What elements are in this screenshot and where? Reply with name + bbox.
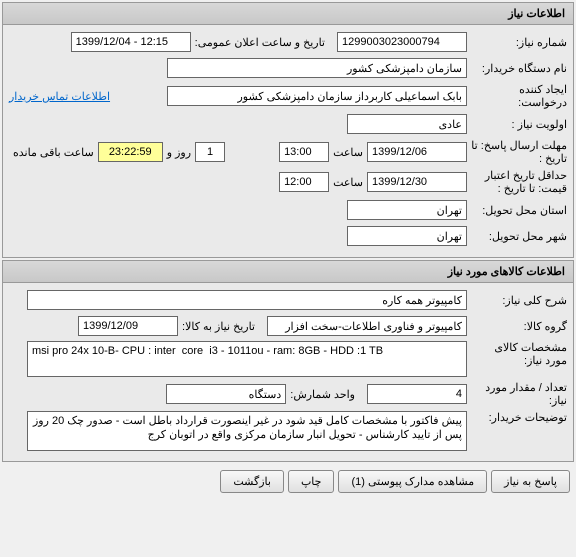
spec-field[interactable]: msi pro 24x 10-B- CPU : inter core i3 - …	[27, 341, 467, 377]
qty-field[interactable]	[367, 384, 467, 404]
time-remaining-suffix: ساعت باقی مانده	[9, 146, 98, 159]
main-desc-field[interactable]	[27, 290, 467, 310]
need-number-field[interactable]	[337, 32, 467, 52]
requester-field[interactable]	[167, 86, 467, 106]
panel1-header: اطلاعات نیاز	[3, 3, 573, 25]
qty-label: تعداد / مقدار مورد نیاز:	[467, 381, 567, 407]
print-button[interactable]: چاپ	[288, 470, 335, 493]
row-qty: تعداد / مقدار مورد نیاز: واحد شمارش:	[9, 381, 567, 407]
days-remaining-field[interactable]	[195, 142, 225, 162]
row-spec: مشخصات کالای مورد نیاز: msi pro 24x 10-B…	[9, 341, 567, 377]
need-number-label: شماره نیاز:	[467, 36, 567, 49]
row-deadline: مهلت ارسال پاسخ: تا تاریخ : ساعت روز و س…	[9, 139, 567, 165]
row-need-number: شماره نیاز: تاریخ و ساعت اعلان عمومی:	[9, 31, 567, 53]
row-buyer-notes: توضیحات خریدار: پیش فاکتور با مشخصات کام…	[9, 411, 567, 451]
unit-field[interactable]	[166, 384, 286, 404]
button-bar: پاسخ به نیاز مشاهده مدارک پیوستی (1) چاپ…	[0, 464, 576, 499]
panel2-header: اطلاعات کالاهای مورد نیاز	[3, 261, 573, 283]
row-province: استان محل تحویل:	[9, 199, 567, 221]
group-label: گروه کالا:	[467, 320, 567, 333]
validity-label: حداقل تاریخ اعتبار قیمت: تا تاریخ :	[467, 169, 567, 195]
city-field[interactable]	[347, 226, 467, 246]
need-info-panel: اطلاعات نیاز شماره نیاز: تاریخ و ساعت اع…	[2, 2, 574, 258]
row-group: گروه کالا: تاریخ نیاز به کالا:	[9, 315, 567, 337]
deadline-label: مهلت ارسال پاسخ: تا تاریخ :	[467, 139, 567, 165]
priority-field[interactable]	[347, 114, 467, 134]
row-requester: ایجاد کننده درخواست: اطلاعات تماس خریدار	[9, 83, 567, 109]
deadline-time-field[interactable]	[279, 142, 329, 162]
time-remaining-field[interactable]	[98, 142, 163, 162]
days-label: روز و	[163, 146, 195, 159]
province-field[interactable]	[347, 200, 467, 220]
group-field[interactable]	[267, 316, 467, 336]
respond-button[interactable]: پاسخ به نیاز	[491, 470, 570, 493]
contact-link[interactable]: اطلاعات تماس خریدار	[9, 90, 110, 103]
deadline-time-label: ساعت	[329, 146, 367, 159]
iran-date-label: تاریخ نیاز به کالا:	[178, 320, 259, 333]
requester-label: ایجاد کننده درخواست:	[467, 83, 567, 109]
panel2-body: شرح کلی نیاز: گروه کالا: تاریخ نیاز به ک…	[3, 283, 573, 461]
announce-date-field[interactable]	[71, 32, 191, 52]
city-label: شهر محل تحویل:	[467, 230, 567, 243]
unit-label: واحد شمارش:	[286, 388, 359, 401]
goods-info-panel: اطلاعات کالاهای مورد نیاز شرح کلی نیاز: …	[2, 260, 574, 462]
row-validity: حداقل تاریخ اعتبار قیمت: تا تاریخ : ساعت	[9, 169, 567, 195]
main-desc-label: شرح کلی نیاز:	[467, 294, 567, 307]
row-buyer: نام دستگاه خریدار:	[9, 57, 567, 79]
buyer-label: نام دستگاه خریدار:	[467, 62, 567, 75]
row-city: شهر محل تحویل:	[9, 225, 567, 247]
buyer-notes-field[interactable]: پیش فاکتور با مشخصات کامل قید شود در غیر…	[27, 411, 467, 451]
row-priority: اولویت نیاز :	[9, 113, 567, 135]
validity-time-field[interactable]	[279, 172, 329, 192]
row-main-desc: شرح کلی نیاز:	[9, 289, 567, 311]
validity-time-label: ساعت	[329, 176, 367, 189]
province-label: استان محل تحویل:	[467, 204, 567, 217]
announce-date-label: تاریخ و ساعت اعلان عمومی:	[191, 36, 329, 49]
attachments-button[interactable]: مشاهده مدارک پیوستی (1)	[338, 470, 487, 493]
validity-date-field[interactable]	[367, 172, 467, 192]
deadline-date-field[interactable]	[367, 142, 467, 162]
buyer-field[interactable]	[167, 58, 467, 78]
buyer-notes-label: توضیحات خریدار:	[467, 411, 567, 424]
panel1-body: شماره نیاز: تاریخ و ساعت اعلان عمومی: نا…	[3, 25, 573, 257]
priority-label: اولویت نیاز :	[467, 118, 567, 131]
back-button[interactable]: بازگشت	[220, 470, 284, 493]
spec-label: مشخصات کالای مورد نیاز:	[467, 341, 567, 367]
iran-date-field[interactable]	[78, 316, 178, 336]
